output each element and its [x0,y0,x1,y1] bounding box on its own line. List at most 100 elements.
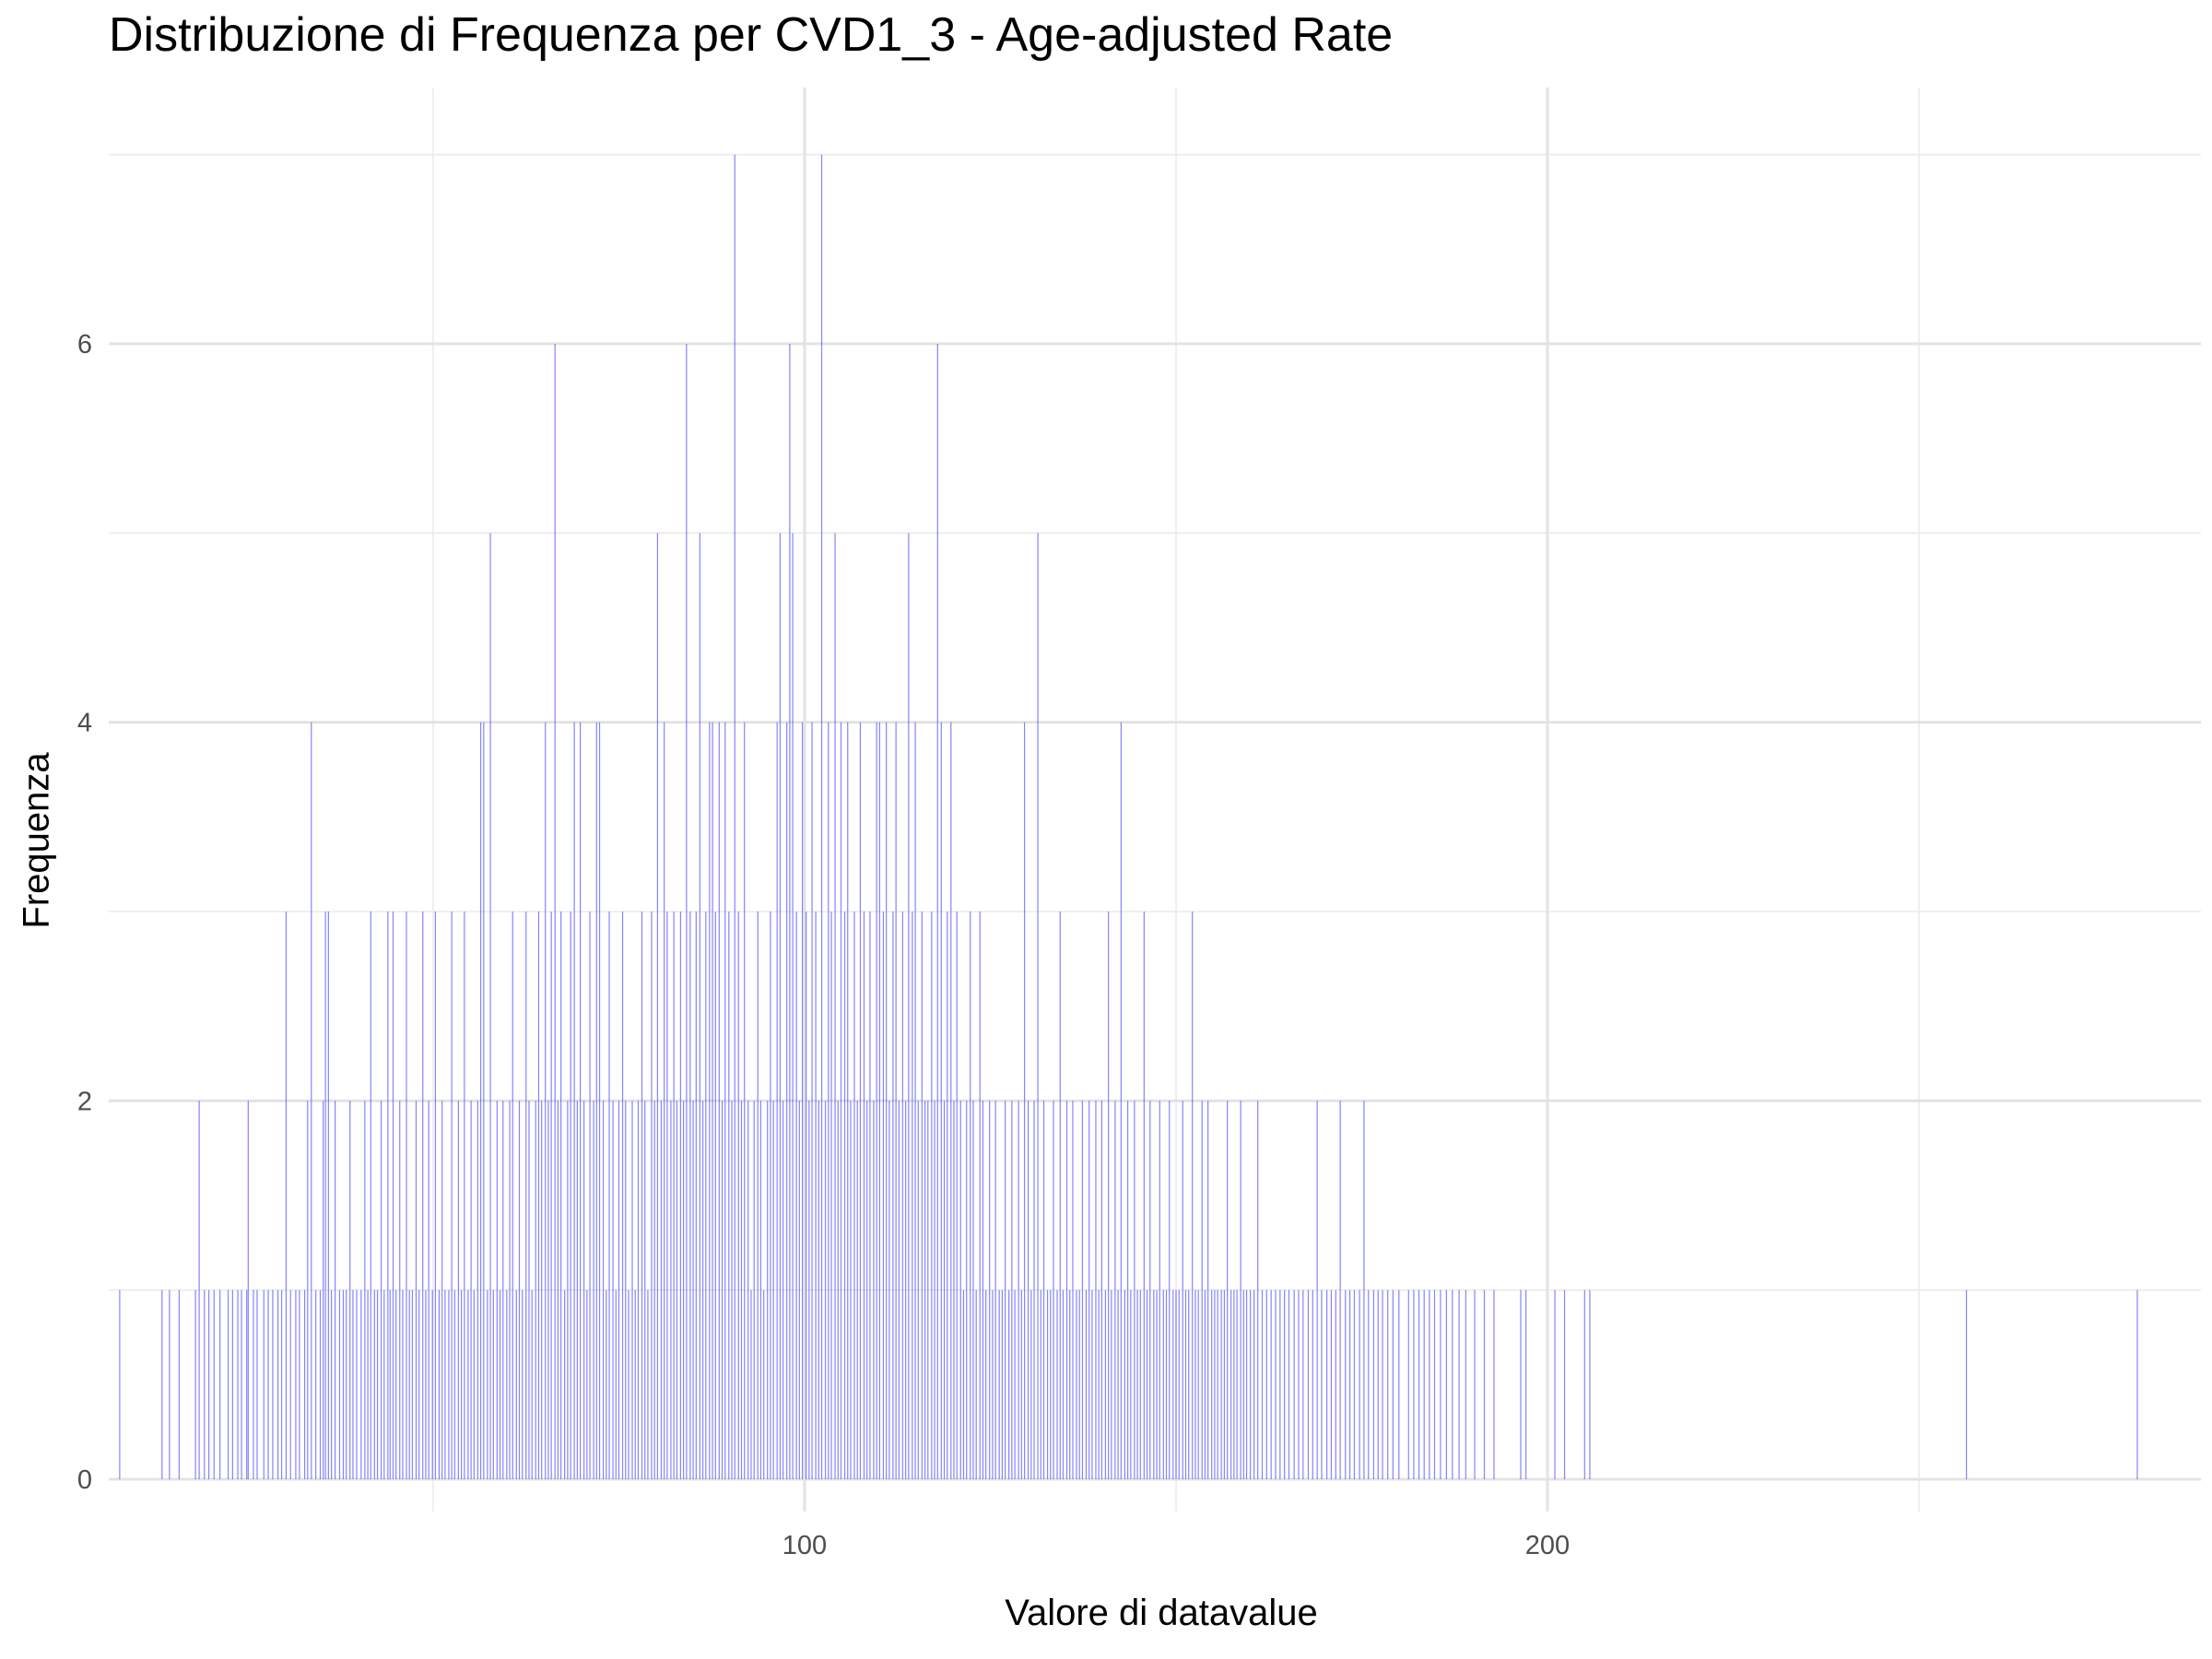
histogram-bar [1236,1289,1238,1479]
histogram-bar [1120,722,1122,1479]
histogram-bar [1312,1289,1313,1479]
histogram-bar [338,1289,341,1479]
histogram-bar [383,1289,385,1479]
histogram-bar [660,1100,663,1479]
histogram-bar [399,1100,401,1479]
histogram-bar [1326,1289,1328,1479]
histogram-bar [830,912,832,1479]
histogram-bar [1076,1289,1077,1479]
histogram-bar [898,1100,900,1479]
histogram-bar [402,1289,404,1479]
histogram-bar [1165,1289,1168,1479]
histogram-bar [1418,1289,1420,1479]
histogram-bar [564,1289,566,1479]
histogram-bar [367,1289,369,1479]
histogram-bar [847,722,849,1479]
histogram-bar [1563,1289,1566,1479]
histogram-bar [487,1289,488,1479]
histogram-bar [1293,1289,1295,1479]
histogram-bar [1211,1289,1213,1479]
histogram-bar [982,1100,984,1479]
histogram-bar [1363,1100,1365,1479]
histogram-bar [360,1289,362,1479]
histogram-bar [376,1289,379,1479]
histogram-bar [1316,1100,1318,1479]
histogram-bar [2136,1289,2138,1479]
histogram-bar [940,722,942,1479]
histogram-bar [666,912,668,1479]
histogram-bar [1014,1289,1016,1479]
histogram-bar [573,722,575,1479]
chart-title: Distribuzione di Frequenza per CVD1_3 - … [109,8,1394,62]
histogram-bar [537,912,540,1479]
histogram-bar [1030,1289,1032,1479]
histogram-bar [1136,1289,1138,1479]
histogram-bar [595,722,597,1479]
histogram-bar [364,1100,366,1479]
histogram-bar [408,1289,410,1479]
histogram-bar [589,912,591,1479]
histogram-bar [1046,1289,1049,1479]
histogram-bar [1194,1289,1196,1479]
histogram-bar [1056,1289,1058,1479]
histogram-bar [740,1100,743,1479]
histogram-bar [1175,1289,1177,1479]
histogram-bar [1413,1289,1415,1479]
histogram-bar [1483,1289,1486,1479]
histogram-bar [477,1100,478,1479]
histogram-bar [593,1100,594,1479]
histogram-bar [724,722,726,1479]
histogram-bar [392,912,394,1479]
histogram-bar [1081,1100,1084,1479]
histogram-bar [1050,1289,1052,1479]
histogram-bar [178,1289,180,1479]
histogram-bar [1042,1100,1045,1479]
histogram-bar [1227,1100,1229,1479]
histogram-bar [608,912,610,1479]
histogram-bar [247,1100,249,1479]
histogram-bar [489,533,491,1480]
histogram-bar [1423,1289,1425,1479]
histogram-bar [509,1100,511,1479]
histogram-bar [1445,1289,1447,1479]
histogram-bar [550,912,552,1479]
histogram-bar [927,1100,929,1479]
histogram-bar [744,722,746,1479]
histogram-bar [1474,1289,1476,1479]
histogram-bar [1220,1289,1222,1479]
histogram-bar [747,1100,749,1479]
histogram-bar [866,1100,868,1479]
histogram-bar [1156,1289,1158,1479]
histogram-bar [602,1100,605,1479]
histogram-bar [169,1289,171,1479]
histogram-bar [1349,1289,1351,1479]
histogram-bar [373,1289,375,1479]
histogram-bar [1011,1100,1013,1479]
histogram-bar [470,1100,472,1479]
histogram-bar [1098,1289,1100,1479]
y-tick-label: 0 [77,1465,92,1495]
histogram-bar [834,533,836,1480]
histogram-bar [1100,1100,1102,1479]
histogram-bar [461,1289,463,1479]
histogram-bar [888,1100,890,1479]
histogram-bar [1965,1289,1968,1479]
histogram-bar [767,1100,769,1479]
histogram-bar [453,1289,455,1479]
histogram-bar [1124,1289,1125,1479]
histogram-bar [625,1100,627,1479]
histogram-bar [267,1289,269,1479]
histogram-bar [714,912,716,1479]
histogram-bar [728,912,730,1479]
histogram-bar [998,1289,1000,1479]
histogram-bar [1433,1289,1436,1479]
histogram-bar [979,912,981,1479]
histogram-bar [921,912,923,1479]
histogram-bar [522,1289,524,1479]
histogram-bar [194,1289,196,1479]
histogram-bar [1104,1289,1107,1479]
histogram-bar [1033,1100,1035,1479]
histogram-bar [1261,1289,1264,1479]
histogram-bar [1452,1289,1453,1479]
